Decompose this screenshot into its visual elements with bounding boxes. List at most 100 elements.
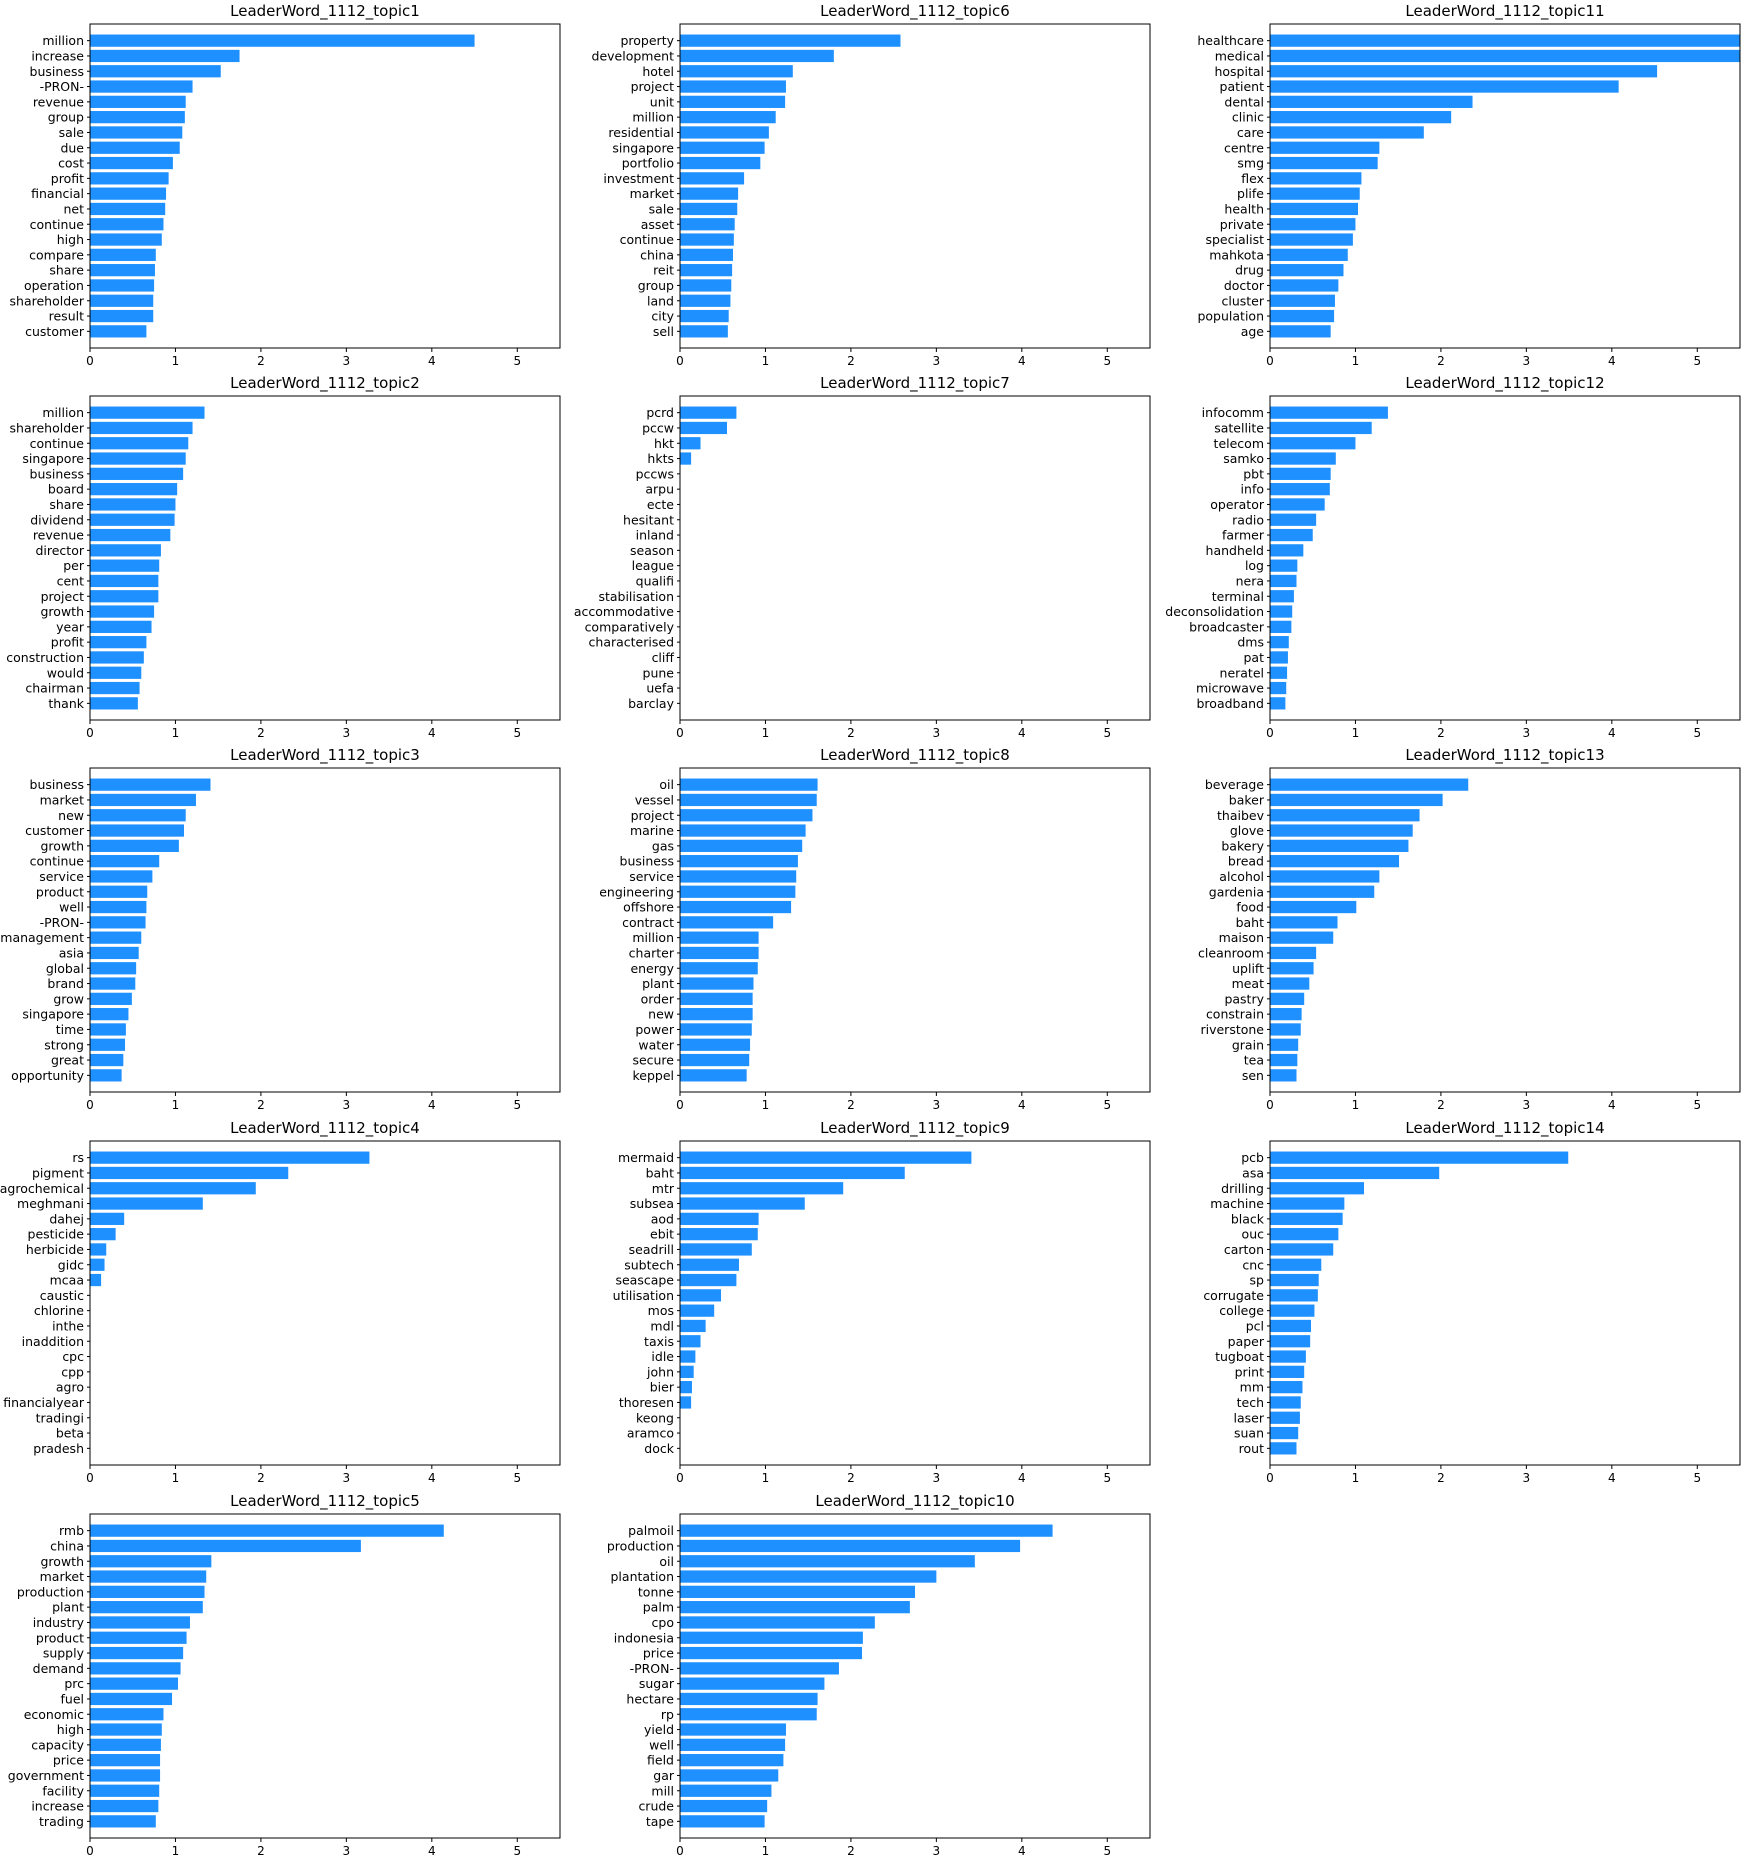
bar <box>90 325 147 338</box>
bar <box>680 65 793 78</box>
bar <box>680 111 776 124</box>
x-tick-label: 4 <box>1608 726 1616 740</box>
bar <box>1270 483 1330 496</box>
bar <box>90 962 137 975</box>
bar <box>1270 931 1334 944</box>
bar <box>90 483 178 496</box>
bar <box>90 1212 125 1225</box>
y-tick-label: continue <box>620 232 675 247</box>
bar <box>90 248 156 261</box>
bar <box>1270 1053 1298 1067</box>
x-tick-label: 5 <box>1103 726 1111 740</box>
x-tick-label: 3 <box>933 1471 941 1485</box>
bar <box>90 824 184 837</box>
chart-panel: LeaderWord_1112_topic10 palmoil production… <box>590 1490 1180 1862</box>
bar <box>1270 1304 1315 1317</box>
bar <box>90 590 159 603</box>
bar <box>680 1570 937 1583</box>
bar <box>1270 309 1335 323</box>
bar <box>90 1197 203 1210</box>
bar <box>1270 1273 1319 1287</box>
y-tick-label: market <box>630 186 674 201</box>
bar <box>90 1008 129 1021</box>
bar <box>90 65 221 78</box>
y-tick-label: cent <box>57 573 84 588</box>
x-tick-label: 1 <box>1352 726 1360 740</box>
chart-panel: LeaderWord_1112_topic6 property developmen… <box>590 0 1180 372</box>
bar <box>680 1053 750 1067</box>
y-tick-label: growth <box>41 838 85 853</box>
bar <box>90 1228 116 1241</box>
chart-svg: LeaderWord_1112_topic14pcbasadrillingmac… <box>1203 1119 1741 1485</box>
y-tick-label: group <box>638 278 674 293</box>
chart-svg: LeaderWord_1112_topic3businessmarketnewc… <box>0 746 561 1112</box>
y-tick-label: financialyear <box>3 1395 85 1410</box>
x-tick-label: 4 <box>1608 354 1616 368</box>
y-tick-label: fuel <box>61 1691 85 1706</box>
y-tick-label: order <box>641 991 675 1006</box>
y-tick-label: inland <box>636 528 674 543</box>
x-tick-label: 3 <box>343 1471 351 1485</box>
x-tick-label: 1 <box>762 354 770 368</box>
y-tick-label: specialist <box>1205 232 1264 247</box>
y-tick-label: broadcaster <box>1189 619 1265 634</box>
bar <box>680 1738 786 1751</box>
y-tick-label: due <box>60 140 84 155</box>
x-tick-label: 5 <box>1693 1098 1701 1112</box>
y-tick-label: cluster <box>1221 293 1264 308</box>
x-tick-label: 0 <box>676 726 684 740</box>
x-tick-label: 2 <box>1437 1471 1445 1485</box>
y-tick-label: director <box>35 543 84 558</box>
chart-panel: LeaderWord_1112_topic7 pcrd pccw hkt hkts pcc… <box>574 372 1180 744</box>
bar <box>1270 1411 1300 1424</box>
bar <box>1270 605 1293 618</box>
bar <box>1270 202 1359 216</box>
bar <box>1270 1197 1345 1210</box>
y-tick-label: secure <box>632 1053 674 1068</box>
y-tick-label: china <box>50 1538 84 1553</box>
chart-title: LeaderWord_1112_topic9 <box>820 1119 1010 1138</box>
y-tick-label: herbicide <box>26 1242 84 1257</box>
y-tick-label: ouc <box>1242 1227 1265 1242</box>
y-tick-label: singapore <box>22 1007 84 1022</box>
bar <box>1270 885 1375 898</box>
bar <box>680 1038 751 1051</box>
bar <box>1270 65 1658 78</box>
bar <box>1270 666 1288 679</box>
x-tick-label: 4 <box>428 1844 436 1858</box>
x-tick-label: 5 <box>1693 1471 1701 1485</box>
y-tick-label: john <box>646 1364 674 1379</box>
bar <box>90 1601 203 1614</box>
y-tick-label: oil <box>659 777 674 792</box>
y-tick-label: shareholder <box>10 293 85 308</box>
y-tick-label: healthcare <box>1197 33 1264 48</box>
y-tick-label: log <box>1245 558 1264 573</box>
bar <box>1270 1319 1312 1333</box>
y-tick-label: uefa <box>646 681 674 696</box>
bar <box>1270 574 1297 588</box>
chart-panel: LeaderWord_1112_topic13 beverage baker thai… <box>1180 744 1750 1116</box>
bar <box>1270 294 1335 307</box>
y-tick-label: machine <box>1210 1196 1264 1211</box>
bar <box>1270 1335 1311 1348</box>
y-tick-label: plant <box>642 976 674 991</box>
plot-frame <box>1269 23 1741 349</box>
chart-svg: LeaderWord_1112_topic10palmoilproduction… <box>607 1492 1151 1858</box>
chart-title: LeaderWord_1112_topic5 <box>230 1492 420 1511</box>
x-tick-label: 5 <box>513 726 521 740</box>
y-tick-label: revenue <box>33 528 84 543</box>
plot-frame <box>89 767 561 1093</box>
y-tick-label: shareholder <box>10 420 85 435</box>
chart-svg: LeaderWord_1112_topic5rmbchinagrowthmark… <box>8 1492 561 1858</box>
x-tick-label: 5 <box>1693 726 1701 740</box>
y-tick-label: season <box>630 543 674 558</box>
bar <box>90 1754 161 1767</box>
bar <box>1270 95 1473 108</box>
bar <box>1270 218 1356 231</box>
plot-frame <box>679 1140 1151 1466</box>
y-tick-label: pcb <box>1241 1150 1264 1165</box>
bar <box>680 1023 752 1036</box>
y-tick-label: centre <box>1224 140 1264 155</box>
y-tick-label: dock <box>644 1441 674 1456</box>
y-tick-label: paper <box>1228 1334 1265 1349</box>
